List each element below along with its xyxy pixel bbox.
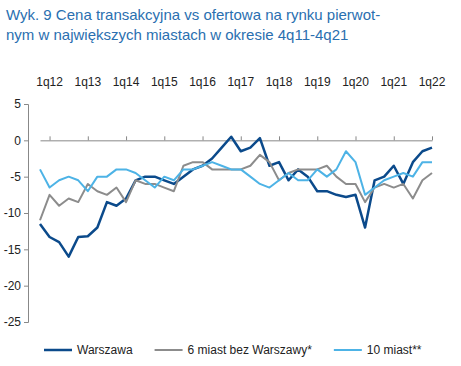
x-tick-label: 1q14 xyxy=(113,75,140,89)
y-tick-mark xyxy=(24,104,28,105)
x-tick-label: 1q16 xyxy=(189,75,216,89)
x-tick-mark xyxy=(164,136,165,140)
x-tick-mark xyxy=(432,136,433,140)
y-tick-label: -10 xyxy=(4,206,22,220)
title: nym w największych miastach w okresie 4q… xyxy=(6,26,348,43)
x-tick xyxy=(317,136,318,140)
y-tick: -15 xyxy=(4,243,28,257)
x-tick xyxy=(241,136,242,140)
line-series xyxy=(40,137,432,257)
x-tick xyxy=(126,136,127,140)
x-tick-label: 1q15 xyxy=(151,75,178,89)
x-tick-label: 1q22 xyxy=(419,75,446,89)
legend-swatch xyxy=(155,349,183,351)
y-tick-mark xyxy=(24,286,28,287)
x-tick-mark xyxy=(50,136,51,140)
x-tick xyxy=(432,136,433,140)
y-tick: -10 xyxy=(4,206,28,220)
y-tick-mark xyxy=(24,249,28,250)
x-tick xyxy=(356,136,357,140)
x-tick xyxy=(88,136,89,140)
legend-swatch xyxy=(334,349,362,351)
x-tick-label: 1q17 xyxy=(227,75,254,89)
y-tick-label: 5 xyxy=(14,97,21,111)
y-tick: -5 xyxy=(10,170,28,184)
y-tick: 0 xyxy=(14,134,28,148)
legend: Warszawa 6 miast bez Warszawy* 10 miast** xyxy=(44,343,422,357)
x-tick xyxy=(164,136,165,140)
y-axis: -25 -20 -15 -10 -5 0 5 xyxy=(4,97,29,329)
x-tick-label: 1q18 xyxy=(266,75,293,89)
y-tick-label: -20 xyxy=(4,279,22,293)
y-tick-label: 0 xyxy=(14,134,21,148)
x-tick-mark xyxy=(279,136,280,140)
y-tick-mark xyxy=(24,213,28,214)
x-tick-mark xyxy=(126,136,127,140)
y-tick: -20 xyxy=(4,279,28,293)
y-axis-line xyxy=(24,105,29,323)
legend-label: Warszawa xyxy=(77,343,133,357)
x-tick-label: 1q13 xyxy=(74,75,101,89)
x-tick-mark xyxy=(356,136,357,140)
plot-area xyxy=(40,137,432,257)
chart: Wyk. 9 Cena transakcyjna vs ofertowa na … xyxy=(0,0,461,366)
x-tick-label: 1q21 xyxy=(380,75,407,89)
y-tick-label: -5 xyxy=(10,170,21,184)
legend-item: 10 miast** xyxy=(334,343,422,357)
y-tick: 5 xyxy=(14,97,28,111)
y-tick-label: -15 xyxy=(4,243,22,257)
x-tick-label: 1q12 xyxy=(36,75,63,89)
x-tick xyxy=(394,136,395,140)
x-axis-line xyxy=(41,140,433,141)
legend-swatch xyxy=(44,349,72,352)
legend-item: 6 miast bez Warszawy* xyxy=(155,343,313,357)
title: Wyk. 9 Cena transakcyjna vs ofertowa na … xyxy=(6,6,380,23)
x-tick-mark xyxy=(241,136,242,140)
x-tick-mark xyxy=(394,136,395,140)
legend-item: Warszawa xyxy=(44,343,133,357)
legend-label: 6 miast bez Warszawy* xyxy=(188,343,313,357)
x-axis xyxy=(41,136,433,141)
x-tick xyxy=(203,136,204,140)
y-tick: -25 xyxy=(4,315,28,329)
line-series xyxy=(40,151,432,195)
y-tick-mark xyxy=(24,140,28,141)
x-tick xyxy=(50,136,51,140)
legend-label: 10 miast** xyxy=(367,343,422,357)
x-tick-mark xyxy=(203,136,204,140)
x-tick-labels: 1q12 1q13 1q14 1q15 1q16 1q17 1q18 1q19 1q20 1q21… xyxy=(36,75,445,89)
y-tick-mark xyxy=(24,177,28,178)
x-tick-mark xyxy=(317,136,318,140)
x-tick xyxy=(279,136,280,140)
y-tick-mark xyxy=(24,322,28,323)
x-tick-mark xyxy=(88,136,89,140)
x-tick-label: 1q20 xyxy=(342,75,369,89)
x-tick-label: 1q19 xyxy=(304,75,331,89)
y-tick-label: -25 xyxy=(4,315,22,329)
